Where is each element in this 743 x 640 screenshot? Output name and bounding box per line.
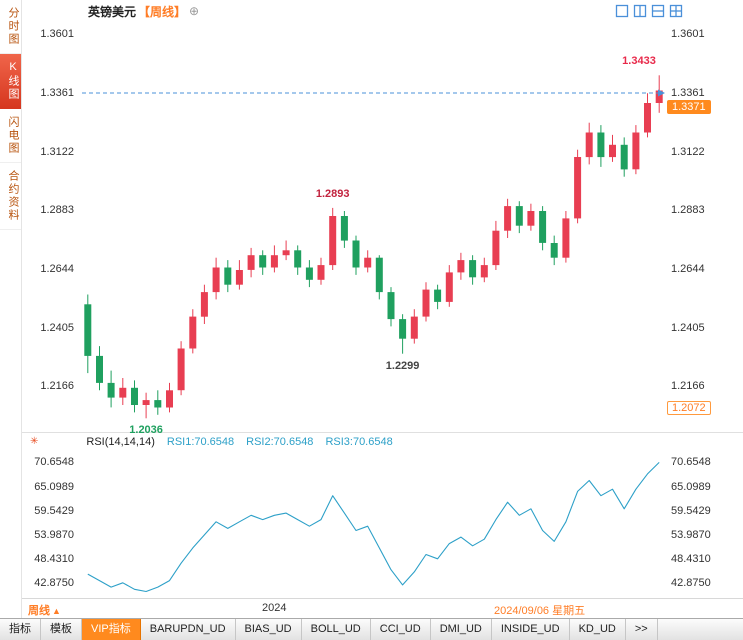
tab-barupdn-ud[interactable]: BARUPDN_UD (141, 619, 236, 640)
sidebar-item-kline-chart[interactable]: K线图 (0, 54, 21, 109)
chart-header: 英镑美元 【周线】 ⊕ (22, 0, 743, 22)
rsi-axis-label: 59.5429 (34, 504, 74, 517)
rsi-axis-label: 42.8750 (671, 577, 711, 590)
timeframe-label[interactable]: 周线 ▲ (28, 605, 61, 617)
tab-templates[interactable]: 模板 (41, 619, 82, 640)
candlestick-svg (82, 75, 665, 419)
tab-kd-ud[interactable]: KD_UD (570, 619, 626, 640)
layout-two-vertical-icon[interactable] (633, 4, 647, 18)
price-axis-label: 1.3122 (40, 145, 74, 158)
time-axis: 周线 ▲ 2024 2024/09/06 星期五 (22, 598, 743, 618)
rsi-axis-right: 70.6548 65.0989 59.5429 53.9870 48.4310 42.87… (665, 450, 743, 598)
add-indicator-icon[interactable]: ⊕ (189, 4, 200, 18)
price-axis-label: 1.2405 (40, 321, 74, 334)
tab-vip-indicators[interactable]: VIP指标 (82, 619, 141, 640)
price-axis-label: 1.2644 (40, 263, 74, 275)
tab-dmi-ud[interactable]: DMI_UD (431, 619, 492, 640)
rsi-title: RSI(14,14,14) (86, 435, 155, 448)
indicator-settings-icon[interactable]: ✳ (30, 436, 39, 447)
rsi-axis-label: 53.9870 (34, 528, 74, 541)
chart-type-sidebar: 分时图 K线图 闪电图 合约资料 (0, 0, 22, 618)
layout-grid-four-icon[interactable] (669, 4, 683, 18)
rsi-axis-label: 59.5429 (671, 504, 711, 517)
price-annotation: 1.3433 (622, 55, 656, 68)
lower-price-tag: 1.2072 (667, 401, 711, 416)
rsi-axis-label: 65.0989 (671, 480, 711, 493)
price-axis-label: 1.3122 (671, 145, 705, 158)
rsi-axis-label: 42.8750 (34, 577, 74, 590)
rsi-axis-label: 53.9870 (671, 528, 711, 541)
rsi-plot[interactable] (82, 450, 665, 598)
price-chart-region: 1.3601 1.3361 1.3122 1.2883 1.2644 1.2405 1.21… (22, 22, 743, 436)
chart-main: 英镑美元 【周线】 ⊕ 1.3601 1.3361 1.3122 1.2883 1.26… (22, 0, 743, 618)
sidebar-item-lightning-chart[interactable]: 闪电图 (0, 109, 21, 163)
price-axis-label: 1.3361 (671, 87, 705, 99)
tab-more[interactable]: >> (626, 619, 658, 640)
price-axis-label: 1.3601 (40, 28, 74, 40)
price-axis-right: 1.3371 1.2072 1.3601 1.3361 1.3122 1.2883 1.… (665, 22, 743, 432)
rsi-axis-label: 48.4310 (34, 553, 74, 566)
price-axis-label: 1.3361 (40, 87, 74, 99)
rsi-axis-label: 65.0989 (34, 480, 74, 493)
price-axis-label: 1.2166 (40, 380, 74, 393)
price-annotation: 1.2036 (129, 424, 163, 437)
rsi-series-label: RSI3:70.6548 (325, 435, 393, 448)
layout-single-icon[interactable] (615, 4, 629, 18)
year-marker: 2024 (262, 602, 287, 614)
rsi-chart-region: 70.6548 65.0989 59.5429 53.9870 48.4310 42.87… (22, 450, 743, 598)
rsi-series-label: RSI2:70.6548 (246, 435, 314, 448)
rsi-series-values: RSI1:70.6548 RSI2:70.6548 RSI3:70.6548 (155, 436, 393, 448)
last-date-label: 2024/09/06 星期五 (494, 605, 586, 617)
price-axis-left: 1.3601 1.3361 1.3122 1.2883 1.2644 1.2405 1.21… (22, 22, 80, 432)
rsi-svg (87, 462, 660, 593)
period-tag: 【周线】 (138, 4, 187, 19)
tab-cci-ud[interactable]: CCI_UD (371, 619, 431, 640)
tab-bias-ud[interactable]: BIAS_UD (236, 619, 302, 640)
layout-two-horizontal-icon[interactable] (651, 4, 665, 18)
sidebar-item-contract-info[interactable]: 合约资料 (0, 163, 21, 230)
tab-inside-ud[interactable]: INSIDE_UD (492, 619, 570, 640)
tab-boll-ud[interactable]: BOLL_UD (302, 619, 371, 640)
tab-indicators[interactable]: 指标 (0, 619, 41, 640)
rsi-header: ✳ RSI(14,14,14) RSI1:70.6548 RSI2:70.6548… (22, 432, 743, 450)
price-annotation: 1.2893 (315, 187, 350, 200)
timeframe-up-arrow-icon: ▲ (52, 606, 61, 616)
rsi-series-label: RSI1:70.6548 (166, 435, 235, 448)
price-annotation: 1.2299 (385, 359, 420, 372)
price-axis-label: 1.3601 (671, 28, 705, 40)
candlestick-plot[interactable]: 1.3433 1.2893 1.2299 1.2036 (82, 22, 665, 436)
sidebar-item-time-share-chart[interactable]: 分时图 (0, 0, 21, 54)
price-axis-label: 1.2644 (671, 263, 705, 275)
rsi-axis-label: 70.6548 (671, 456, 711, 469)
workspace: 分时图 K线图 闪电图 合约资料 英镑美元 【周线】 ⊕ 1.3601 1.3361 1.… (0, 0, 743, 618)
price-axis-label: 1.2883 (671, 204, 705, 217)
price-axis-label: 1.2883 (40, 204, 74, 217)
price-axis-label: 1.2405 (671, 321, 705, 334)
layout-toolbar (615, 4, 683, 18)
rsi-axis-left: 70.6548 65.0989 59.5429 53.9870 48.4310 42.87… (22, 450, 80, 598)
rsi-axis-label: 48.4310 (671, 553, 711, 566)
indicator-tab-bar: 指标 模板 VIP指标 BARUPDN_UD BIAS_UD BOLL_UD CCI_UD D… (0, 618, 743, 640)
rsi-axis-label: 70.6548 (34, 456, 74, 469)
symbol-title: 英镑美元 (88, 4, 137, 19)
price-axis-label: 1.2166 (671, 380, 705, 393)
current-price-tag: 1.3371 (667, 100, 711, 114)
